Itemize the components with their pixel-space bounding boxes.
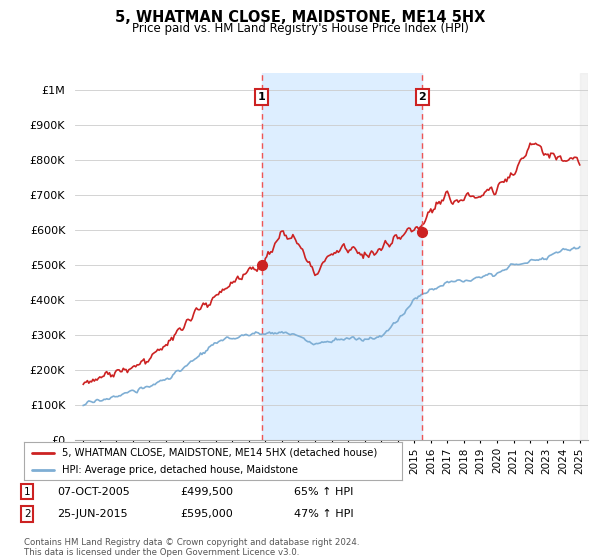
Text: Contains HM Land Registry data © Crown copyright and database right 2024.
This d: Contains HM Land Registry data © Crown c… [24, 538, 359, 557]
Bar [262, 73, 422, 440]
Text: 65% ↑ HPI: 65% ↑ HPI [294, 487, 353, 497]
Text: 25-JUN-2015: 25-JUN-2015 [57, 509, 128, 519]
Text: £595,000: £595,000 [180, 509, 233, 519]
Text: Price paid vs. HM Land Registry's House Price Index (HPI): Price paid vs. HM Land Registry's House … [131, 22, 469, 35]
Text: 07-OCT-2005: 07-OCT-2005 [57, 487, 130, 497]
Text: £499,500: £499,500 [180, 487, 233, 497]
Text: 1: 1 [257, 92, 265, 102]
Bar [580, 73, 588, 440]
Text: 5, WHATMAN CLOSE, MAIDSTONE, ME14 5HX: 5, WHATMAN CLOSE, MAIDSTONE, ME14 5HX [115, 10, 485, 25]
Text: 2: 2 [418, 92, 426, 102]
Text: 2: 2 [24, 509, 31, 519]
Text: 1: 1 [24, 487, 31, 497]
Text: 5, WHATMAN CLOSE, MAIDSTONE, ME14 5HX (detached house): 5, WHATMAN CLOSE, MAIDSTONE, ME14 5HX (d… [62, 447, 377, 458]
Text: HPI: Average price, detached house, Maidstone: HPI: Average price, detached house, Maid… [62, 465, 298, 475]
Text: 47% ↑ HPI: 47% ↑ HPI [294, 509, 353, 519]
